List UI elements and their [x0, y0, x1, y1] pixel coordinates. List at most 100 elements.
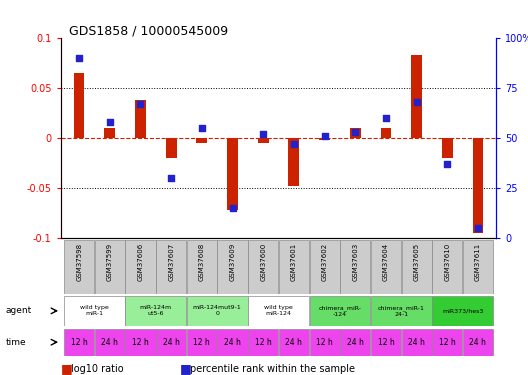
Point — [290, 141, 298, 147]
Point — [259, 131, 267, 137]
Bar — [432, 296, 493, 326]
Text: GSM37606: GSM37606 — [137, 243, 144, 281]
Bar — [64, 240, 94, 294]
Text: GSM37603: GSM37603 — [352, 243, 358, 281]
Bar — [187, 240, 217, 294]
Text: 12 h: 12 h — [132, 338, 149, 346]
Point — [443, 161, 451, 167]
Bar — [95, 240, 125, 294]
Bar — [381, 128, 391, 138]
Bar — [279, 240, 309, 294]
Text: GSM37605: GSM37605 — [413, 243, 420, 281]
Bar — [319, 138, 330, 140]
Bar — [432, 240, 463, 294]
Bar — [95, 328, 125, 356]
Bar — [309, 328, 340, 356]
Bar — [248, 328, 278, 356]
Bar — [187, 296, 248, 326]
Text: 12 h: 12 h — [255, 338, 271, 346]
Text: chimera_miR-
-124: chimera_miR- -124 — [318, 305, 361, 316]
Bar — [227, 138, 238, 210]
Point — [75, 55, 83, 61]
Point — [106, 119, 114, 125]
Text: 24 h: 24 h — [469, 338, 486, 346]
Bar — [288, 138, 299, 186]
Text: GSM37611: GSM37611 — [475, 243, 481, 281]
Bar — [248, 240, 278, 294]
Bar — [371, 328, 401, 356]
Text: chimera_miR-1
24-1: chimera_miR-1 24-1 — [378, 305, 425, 316]
Text: 24 h: 24 h — [347, 338, 364, 346]
Text: GSM37608: GSM37608 — [199, 243, 205, 281]
Text: agent: agent — [5, 306, 32, 315]
Bar — [166, 138, 176, 158]
Text: 12 h: 12 h — [71, 338, 88, 346]
Bar — [105, 128, 115, 138]
Bar — [442, 138, 452, 158]
Bar — [126, 328, 156, 356]
Text: ■: ■ — [180, 363, 191, 375]
Text: log10 ratio: log10 ratio — [71, 364, 124, 374]
Bar — [135, 100, 146, 138]
Point — [474, 225, 482, 231]
Text: GSM37601: GSM37601 — [291, 243, 297, 281]
Point — [382, 115, 390, 121]
Point — [412, 99, 421, 105]
Bar — [64, 328, 94, 356]
Bar — [411, 54, 422, 138]
Text: wild type
miR-1: wild type miR-1 — [80, 306, 109, 316]
Bar — [64, 296, 125, 326]
Text: ■: ■ — [61, 363, 72, 375]
Bar — [258, 138, 269, 143]
Text: 12 h: 12 h — [193, 338, 210, 346]
Bar — [126, 296, 186, 326]
Text: 24 h: 24 h — [408, 338, 425, 346]
Text: 12 h: 12 h — [439, 338, 456, 346]
Bar — [473, 138, 483, 233]
Text: 24 h: 24 h — [286, 338, 303, 346]
Bar — [218, 240, 248, 294]
Text: GSM37598: GSM37598 — [76, 243, 82, 281]
Text: wild type
miR-124: wild type miR-124 — [264, 306, 293, 316]
Bar — [371, 296, 431, 326]
Bar — [187, 328, 217, 356]
Bar — [401, 240, 431, 294]
Point — [228, 205, 237, 211]
Point — [136, 101, 145, 107]
Bar — [309, 240, 340, 294]
Bar — [401, 328, 431, 356]
Bar — [340, 328, 370, 356]
Bar — [432, 328, 463, 356]
Text: miR-124mut9-1
0: miR-124mut9-1 0 — [193, 306, 241, 316]
Text: GSM37600: GSM37600 — [260, 243, 266, 281]
Bar — [309, 296, 370, 326]
Text: GDS1858 / 10000545009: GDS1858 / 10000545009 — [69, 24, 228, 38]
Bar — [371, 240, 401, 294]
Bar — [126, 240, 156, 294]
Point — [351, 129, 360, 135]
Bar — [196, 138, 207, 143]
Bar — [463, 240, 493, 294]
Text: 24 h: 24 h — [224, 338, 241, 346]
Text: miR373/hes3: miR373/hes3 — [442, 308, 483, 314]
Text: miR-124m
ut5-6: miR-124m ut5-6 — [140, 306, 172, 316]
Text: GSM37610: GSM37610 — [444, 243, 450, 281]
Text: 12 h: 12 h — [378, 338, 394, 346]
Bar — [350, 128, 361, 138]
Bar — [156, 328, 186, 356]
Text: 12 h: 12 h — [316, 338, 333, 346]
Bar — [218, 328, 248, 356]
Point — [197, 125, 206, 131]
Bar — [463, 328, 493, 356]
Text: GSM37609: GSM37609 — [230, 243, 235, 281]
Point — [167, 175, 175, 181]
Text: time: time — [5, 338, 26, 346]
Text: GSM37607: GSM37607 — [168, 243, 174, 281]
Bar — [340, 240, 370, 294]
Text: GSM37604: GSM37604 — [383, 243, 389, 281]
Text: GSM37602: GSM37602 — [322, 243, 327, 281]
Text: 24 h: 24 h — [101, 338, 118, 346]
Bar — [74, 73, 84, 138]
Bar — [248, 296, 309, 326]
Bar — [156, 240, 186, 294]
